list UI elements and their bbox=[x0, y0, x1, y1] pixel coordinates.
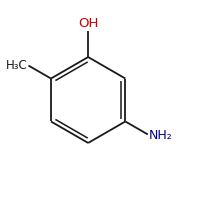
Text: NH₂: NH₂ bbox=[149, 129, 173, 142]
Text: OH: OH bbox=[78, 17, 98, 30]
Text: H₃C: H₃C bbox=[6, 59, 27, 72]
